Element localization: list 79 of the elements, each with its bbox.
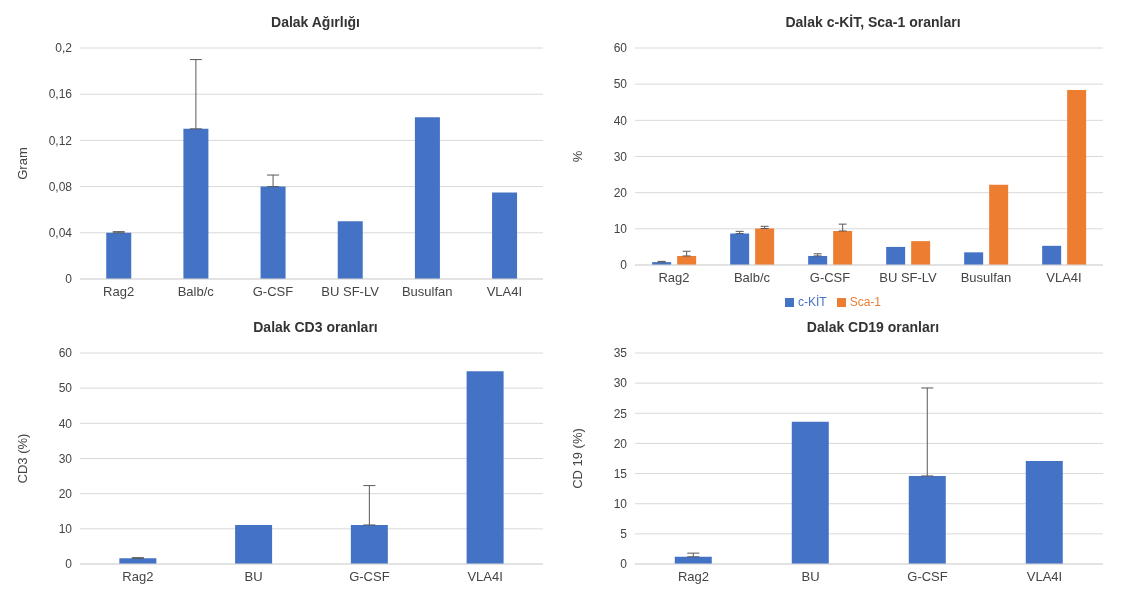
y-tick-label: 0,04 — [48, 226, 73, 241]
bar — [414, 117, 440, 279]
y-tick-label: 20 — [613, 185, 628, 200]
x-tick-label: G-CSF — [252, 284, 294, 300]
x-tick-label: BU SF-LV — [321, 284, 380, 300]
bar — [1025, 460, 1063, 564]
x-tick-label: Busulfan — [960, 270, 1012, 286]
y-tick-label: 0,2 — [55, 41, 73, 56]
y-tick-label: 10 — [613, 222, 628, 237]
bar — [730, 233, 750, 265]
x-tick-label: Rag2 — [677, 569, 710, 585]
y-tick-label: 50 — [58, 381, 73, 396]
y-tick-label: 60 — [613, 41, 628, 56]
x-tick-label: G-CSF — [809, 270, 851, 286]
bar — [791, 421, 829, 564]
y-axis-title: CD3 (%) — [14, 433, 30, 484]
bar — [1042, 245, 1062, 265]
y-tick-label: 5 — [620, 527, 628, 542]
y-axis-title: CD 19 (%) — [569, 428, 585, 489]
y-tick-label: 40 — [58, 416, 73, 431]
y-tick-label: 60 — [58, 346, 73, 361]
x-tick-label: VLA4I — [486, 284, 523, 300]
y-tick-label: 0 — [65, 272, 73, 287]
chart-title: Dalak CD3 oranları — [252, 318, 379, 337]
y-tick-label: 20 — [613, 436, 628, 451]
x-tick-label: Rag2 — [103, 284, 135, 300]
bar — [350, 524, 388, 564]
y-tick-label: 40 — [613, 113, 628, 128]
x-tick-label: G-CSF — [349, 569, 390, 585]
bar — [260, 186, 286, 279]
y-tick-label: 20 — [58, 486, 73, 501]
bar — [911, 241, 931, 265]
bar — [989, 184, 1009, 265]
chart-title: Dalak c-KİT, Sca-1 oranları — [784, 13, 962, 32]
y-tick-label: 0,08 — [48, 179, 73, 194]
x-tick-label: Rag2 — [122, 569, 154, 585]
bar — [492, 192, 518, 279]
y-axis-title: % — [569, 150, 585, 163]
bar — [886, 246, 906, 265]
y-tick-label: 15 — [613, 466, 628, 481]
y-tick-label: 30 — [613, 149, 628, 164]
y-tick-label: 30 — [58, 451, 73, 466]
y-tick-label: 25 — [613, 406, 628, 421]
bar — [908, 475, 946, 564]
y-tick-label: 0 — [65, 557, 73, 572]
bar — [183, 128, 209, 279]
bar — [466, 371, 504, 564]
x-tick-label: Balb/c — [177, 284, 215, 300]
bar — [755, 228, 775, 265]
x-tick-label: BU SF-LV — [879, 270, 938, 286]
bar — [833, 231, 853, 265]
y-tick-label: 35 — [613, 346, 628, 361]
chart-title: Dalak CD19 oranları — [805, 318, 941, 337]
bar — [1067, 89, 1087, 265]
bar — [964, 252, 984, 265]
y-tick-label: 10 — [58, 522, 73, 537]
y-tick-label: 0,12 — [48, 133, 73, 148]
x-tick-label: Balb/c — [733, 270, 771, 286]
bar — [337, 221, 363, 279]
y-tick-label: 30 — [613, 376, 628, 391]
x-tick-label: VLA4I — [1046, 270, 1082, 286]
bar — [235, 524, 273, 564]
x-tick-label: VLA4I — [1026, 569, 1063, 585]
legend-label: Sca-1 — [849, 295, 882, 309]
y-tick-label: 0,16 — [48, 87, 73, 102]
x-tick-label: Rag2 — [658, 270, 690, 286]
bar — [106, 232, 132, 279]
legend-label: c-KİT — [797, 295, 827, 309]
x-tick-label: Busulfan — [401, 284, 453, 300]
y-tick-label: 50 — [613, 77, 628, 92]
y-tick-label: 0 — [620, 258, 628, 273]
chart-title: Dalak Ağırlığı — [270, 13, 361, 32]
x-tick-label: BU — [801, 569, 820, 585]
x-tick-label: BU — [244, 569, 263, 585]
x-tick-label: VLA4I — [467, 569, 503, 585]
y-axis-title: Gram — [14, 147, 30, 180]
x-tick-label: G-CSF — [907, 569, 948, 585]
y-tick-label: 0 — [620, 557, 628, 572]
y-tick-label: 10 — [613, 496, 628, 511]
